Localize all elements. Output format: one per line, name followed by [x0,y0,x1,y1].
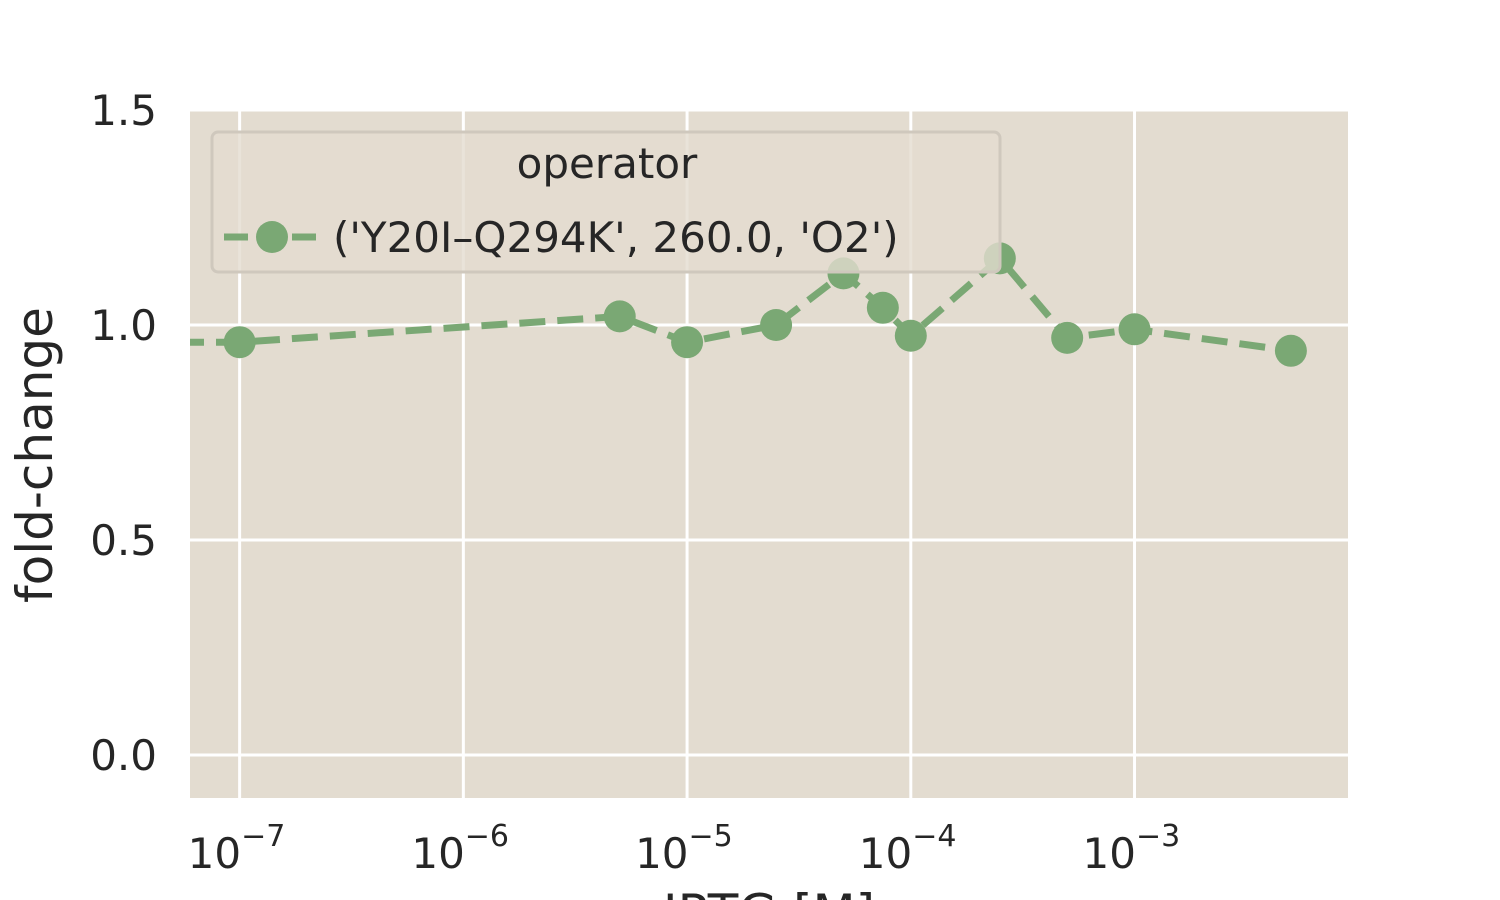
x-axis-label: IPTG [M] [663,884,875,900]
x-tick-exponent: −3 [1136,819,1180,854]
x-tick-label: 10−7 [188,819,286,878]
y-tick-label: 1.0 [90,301,157,350]
x-tick-base: 10 [411,829,464,878]
x-tick-base: 10 [859,829,912,878]
data-point [1118,313,1151,346]
legend-entry: ('Y20I–Q294K', 260.0, 'O2') [333,213,899,262]
series-layer [190,242,1307,367]
x-tick-exponent: −5 [689,819,733,854]
x-tick-label: 10−5 [635,819,733,878]
x-tick-label: 10−3 [1083,819,1181,878]
data-point [866,291,899,324]
x-tick-base: 10 [635,829,688,878]
data-point [603,300,636,333]
x-tick-exponent: −7 [241,819,285,854]
x-tick-label: 10−4 [859,819,957,878]
data-point [760,309,793,341]
y-tick-label: 0.5 [90,516,157,565]
x-tick-exponent: −6 [465,819,509,854]
x-tick-label: 10−6 [411,819,509,878]
legend-title: operator [517,139,698,188]
x-tick-base: 10 [1083,829,1136,878]
y-tick-label: 0.0 [90,731,157,780]
data-point [894,319,927,352]
data-point [223,326,256,359]
y-axis-label: fold-change [6,307,64,603]
legend: operator ('Y20I–Q294K', 260.0, 'O2') [210,130,1002,274]
data-point [1051,321,1084,354]
legend-box [210,130,1002,274]
tick-labels: 10−7 10−6 10−5 10−4 10−30.00.51.01.5 [90,86,1180,878]
data-point [671,326,704,359]
x-tick-exponent: −4 [912,819,956,854]
y-tick-label: 1.5 [90,86,157,135]
legend-marker [256,221,288,253]
data-point [1274,334,1307,367]
x-tick-base: 10 [188,829,241,878]
